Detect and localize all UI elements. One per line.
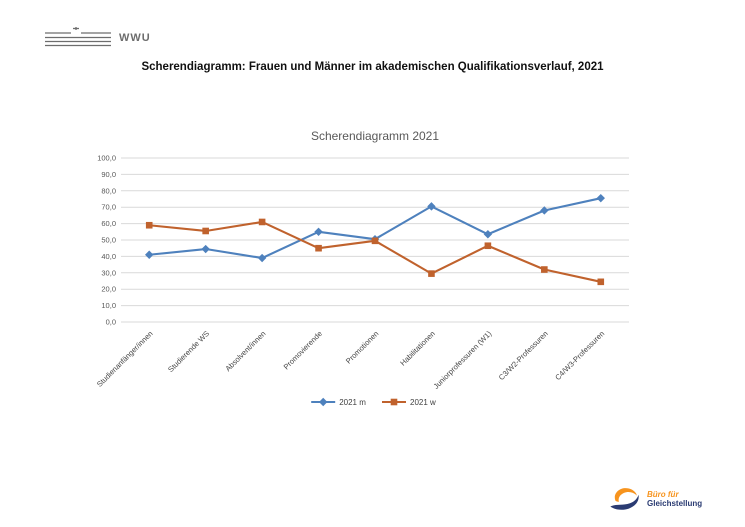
data-point-marker: [390, 398, 398, 406]
scissor-line-chart: Scherendiagramm 2021 0,0 10,0 20,0 30,0 40,0 5…: [95, 129, 629, 407]
x-axis-label: Promovierende: [282, 329, 324, 371]
data-point-marker: [319, 397, 328, 407]
data-point-marker: [145, 221, 153, 229]
x-axis-label: Studierende WS: [166, 329, 211, 374]
y-axis-tick-label: 100,0: [97, 154, 116, 163]
footer-logo-line1: Büro für: [647, 489, 679, 499]
chart-title: Scherendiagramm 2021: [311, 129, 439, 143]
series-2021-m: [145, 193, 605, 263]
legend-label: 2021 w: [410, 398, 436, 407]
data-point-marker: [145, 250, 154, 259]
legend-label: 2021 m: [339, 398, 366, 407]
y-axis-tick-label: 50,0: [101, 236, 116, 245]
data-point-marker: [428, 270, 435, 277]
y-axis-tick-label: 40,0: [101, 252, 116, 261]
y-axis-tick-label: 0,0: [106, 318, 116, 327]
data-point-marker: [371, 237, 379, 245]
footer-logo-line2: Gleichstellung: [647, 499, 703, 508]
legend-item: 2021 w: [382, 398, 436, 407]
data-point-marker: [427, 202, 436, 211]
equal-opportunity-office-logo: Büro für Gleichstellung: [608, 484, 702, 514]
y-axis-tick-label: 30,0: [101, 268, 116, 277]
data-point-marker: [483, 230, 493, 239]
data-point-marker: [258, 218, 266, 226]
y-axis-tick-label: 60,0: [101, 219, 116, 228]
x-axis-label: Promotionen: [344, 329, 380, 365]
y-axis-tick-label: 90,0: [101, 170, 116, 179]
data-point-marker: [201, 244, 210, 254]
x-axis-label: Absolvent/innen: [223, 329, 267, 373]
x-axis-label: Habilitationen: [398, 329, 437, 368]
data-point-marker: [596, 193, 605, 203]
data-point-marker: [597, 278, 605, 286]
data-point-marker: [541, 266, 548, 273]
x-axis-label: C3/W2-Professuren: [497, 329, 550, 382]
y-axis-tick-label: 80,0: [101, 186, 116, 195]
data-point-marker: [257, 253, 267, 263]
y-axis-tick-label: 70,0: [101, 203, 116, 212]
wwu-logo-label: WWU: [119, 32, 151, 44]
y-axis-tick-label: 10,0: [101, 301, 116, 310]
y-axis-tick-label: 20,0: [101, 285, 116, 294]
data-point-marker: [315, 244, 322, 252]
legend-item: 2021 m: [311, 397, 366, 407]
data-point-marker: [314, 227, 323, 236]
swirl-icon: [610, 488, 639, 510]
x-axis-label: Studienanfänger/innen: [95, 329, 155, 389]
page-title: Scherendiagramm: Frauen und Männer im ak…: [141, 61, 604, 73]
data-point-marker: [484, 242, 492, 250]
x-axis-label: C4/W3-Professuren: [553, 329, 606, 382]
chart-container: Scherendiagramm 2021 0,0 10,0 20,0 30,0 40,0 5…: [85, 122, 685, 417]
wwu-schloss-icon: [45, 27, 111, 47]
x-axis-label: Juniorprofessuren (W1): [432, 329, 494, 391]
data-point-marker: [202, 227, 209, 235]
series-2021-w: [145, 218, 605, 286]
wwu-logo: WWU: [45, 26, 151, 50]
